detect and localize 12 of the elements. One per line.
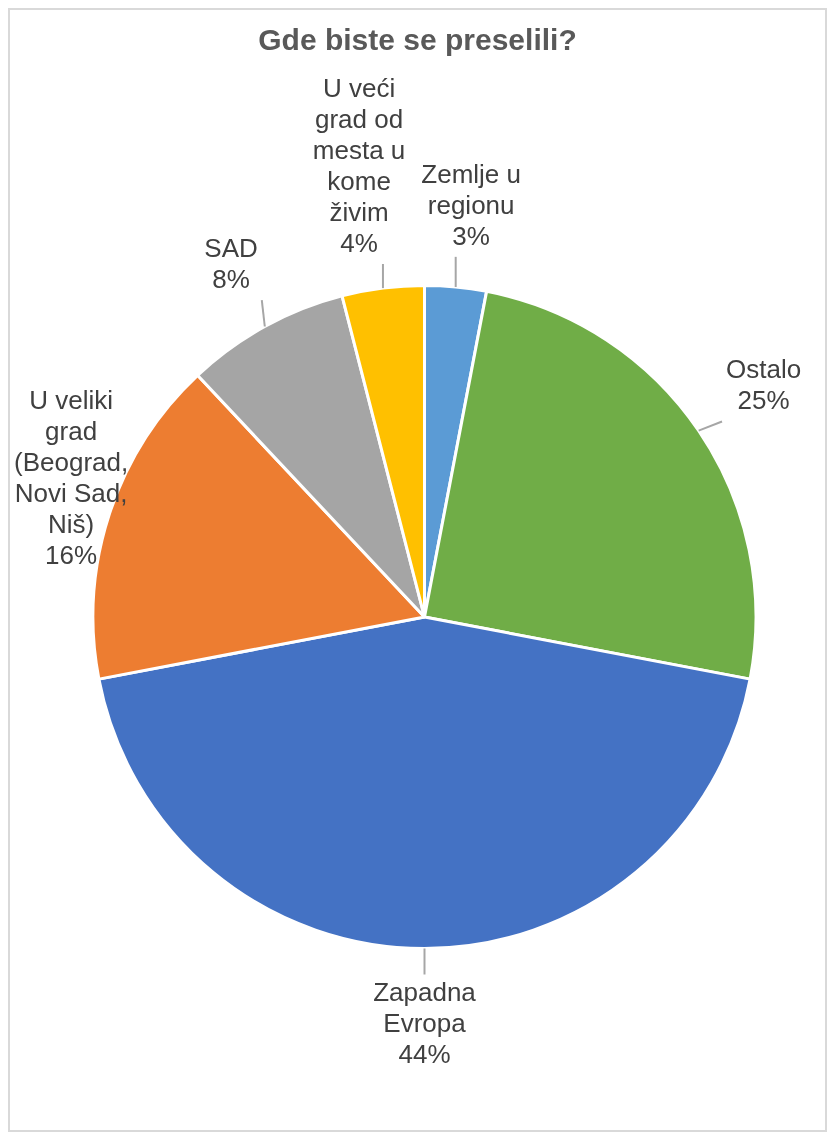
data-label: 16% bbox=[45, 540, 98, 571]
slice-label: Zemlje u regionu bbox=[421, 158, 522, 220]
slice-label: SAD bbox=[204, 232, 258, 263]
chart-title: Gde biste se preselili? bbox=[257, 22, 578, 58]
slice-label: Ostalo bbox=[726, 354, 802, 385]
slice-label: U veći grad od mesta u kome živim bbox=[312, 72, 406, 227]
slice-label: Zapadna Evropa bbox=[373, 977, 477, 1039]
data-label: 3% bbox=[452, 220, 490, 251]
data-label: 25% bbox=[737, 385, 790, 416]
data-label: 8% bbox=[212, 263, 250, 294]
data-label: 44% bbox=[398, 1039, 451, 1070]
data-label: 4% bbox=[340, 227, 378, 258]
